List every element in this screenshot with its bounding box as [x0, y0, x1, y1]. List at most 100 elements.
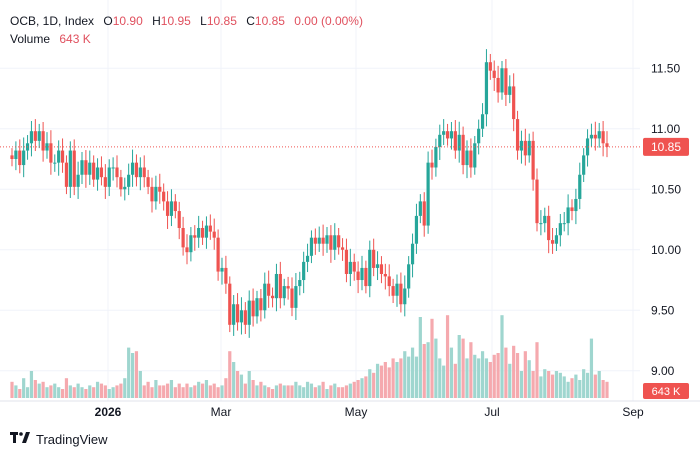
volume-bar	[422, 344, 426, 398]
candle-body	[582, 155, 586, 175]
candle-body	[395, 283, 399, 296]
volume-bar	[337, 387, 341, 398]
candle-body	[138, 167, 142, 178]
volume-bar	[469, 342, 473, 398]
volume-bar	[360, 378, 364, 398]
volume-bar	[309, 383, 314, 398]
last-price-badge	[643, 137, 689, 156]
candle-body	[111, 167, 115, 169]
candle-body	[142, 167, 146, 178]
candle-body	[57, 150, 61, 163]
candle-body	[60, 150, 65, 163]
candle-body	[305, 255, 310, 262]
volume-bar	[165, 383, 170, 398]
legend-ohlc-row: OCB, 1D, Index O10.90 H10.95 L10.85 C10.…	[10, 12, 363, 30]
volume-bar	[391, 358, 395, 398]
volume-bar	[574, 374, 578, 398]
last-volume-badge	[643, 383, 689, 399]
candle-body	[76, 174, 80, 187]
candle-body	[605, 143, 609, 147]
volume-bar	[243, 383, 247, 398]
x-tick-label: Sep	[622, 405, 644, 419]
candle-body	[317, 237, 321, 244]
volume-bar	[193, 385, 197, 398]
candle-body	[496, 77, 500, 93]
volume-bar	[177, 383, 181, 398]
volume-bar	[29, 371, 34, 398]
volume-bar	[407, 356, 411, 398]
candle-body	[37, 131, 41, 141]
volume-bar	[383, 362, 387, 398]
volume-bar	[25, 387, 30, 398]
volume-bar	[535, 342, 539, 398]
legend-low-value: 10.85	[206, 14, 237, 28]
y-tick-label: 11.50	[651, 61, 680, 75]
volume-bar	[204, 380, 209, 398]
candle-body	[208, 225, 212, 232]
candle-body	[531, 140, 535, 180]
volume-bar	[146, 381, 150, 398]
x-tick-label: 2026	[95, 405, 122, 419]
volume-bar	[352, 381, 356, 398]
y-tick-label: 9.00	[651, 364, 675, 378]
candle-body	[45, 143, 49, 151]
volume-bar	[37, 383, 41, 398]
volume-bar	[550, 374, 555, 398]
tradingview-footer[interactable]: TradingView	[10, 432, 108, 447]
volume-bar	[500, 315, 504, 398]
candle-body	[422, 201, 426, 226]
volume-bar	[601, 380, 605, 398]
candle-body	[473, 143, 477, 168]
volume-bar	[512, 345, 516, 398]
tradingview-logo-icon	[10, 432, 30, 447]
legend-volume-label[interactable]: Volume	[10, 32, 51, 46]
candle-body	[589, 134, 594, 139]
candle-body	[387, 276, 391, 287]
candle-body	[410, 243, 415, 265]
candle-body	[189, 235, 193, 253]
volume-bar	[582, 369, 586, 398]
candle-body	[597, 131, 601, 139]
volume-bar	[566, 381, 570, 398]
volume-bar	[410, 347, 415, 398]
candle-body	[154, 186, 158, 202]
volume-bar	[18, 389, 22, 398]
volume-bar	[290, 385, 294, 398]
volume-bar	[321, 381, 325, 398]
candle-body	[488, 62, 492, 71]
volume-bar	[430, 318, 434, 398]
volume-bar	[426, 342, 430, 398]
volume-bar	[488, 362, 492, 398]
candle-body	[333, 235, 337, 250]
candle-body	[492, 70, 496, 78]
volume-bar	[239, 374, 244, 398]
candle-body	[601, 131, 605, 144]
candle-body	[578, 174, 582, 199]
legend-high-value: 10.95	[160, 14, 191, 28]
candle-body	[29, 131, 34, 144]
candle-body	[150, 186, 154, 202]
candle-body	[200, 227, 205, 238]
volume-bar	[317, 385, 321, 398]
candle-body	[372, 249, 376, 268]
volume-bar	[379, 365, 384, 398]
candle-body	[247, 300, 251, 325]
candle-body	[414, 215, 419, 244]
volume-bar	[508, 363, 512, 398]
candle-body	[379, 264, 384, 274]
volume-bar	[158, 385, 162, 398]
candle-body	[543, 215, 547, 224]
volume-bar	[418, 317, 422, 398]
volume-bar	[130, 353, 135, 398]
legend-symbol[interactable]: OCB, 1D, Index	[10, 14, 95, 28]
volume-bar	[64, 378, 69, 398]
candle-body	[375, 264, 380, 268]
candle-body	[53, 162, 57, 164]
volume-bar	[496, 353, 500, 398]
candle-body	[340, 247, 345, 250]
volume-bar	[228, 351, 232, 398]
candle-body	[403, 288, 407, 305]
volume-bar	[208, 385, 212, 398]
legend-volume-row: Volume 643 K	[10, 30, 363, 48]
